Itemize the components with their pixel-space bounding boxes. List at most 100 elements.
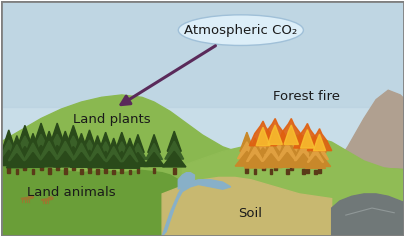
Polygon shape <box>15 136 34 155</box>
Polygon shape <box>260 154 282 168</box>
Polygon shape <box>249 121 277 146</box>
Bar <box>64 169 67 174</box>
Polygon shape <box>21 197 30 200</box>
Polygon shape <box>28 145 53 163</box>
Polygon shape <box>9 145 25 161</box>
Polygon shape <box>130 143 146 160</box>
Bar <box>173 169 176 174</box>
Bar <box>245 168 248 173</box>
Polygon shape <box>309 140 322 156</box>
Polygon shape <box>128 152 148 166</box>
Polygon shape <box>305 156 326 169</box>
Polygon shape <box>262 145 280 161</box>
Polygon shape <box>297 136 310 154</box>
Polygon shape <box>307 148 324 162</box>
Polygon shape <box>307 129 332 151</box>
Polygon shape <box>115 132 128 151</box>
Polygon shape <box>99 132 112 151</box>
Polygon shape <box>120 155 140 168</box>
Polygon shape <box>262 146 288 163</box>
Polygon shape <box>64 136 83 155</box>
Bar <box>15 169 18 174</box>
Polygon shape <box>87 154 108 168</box>
Ellipse shape <box>178 15 303 46</box>
Polygon shape <box>42 131 56 151</box>
Polygon shape <box>31 134 51 154</box>
Polygon shape <box>18 125 32 146</box>
Bar <box>120 168 123 173</box>
Polygon shape <box>47 134 67 154</box>
Text: Land animals: Land animals <box>27 186 116 199</box>
Polygon shape <box>72 143 90 160</box>
Polygon shape <box>162 180 231 236</box>
Polygon shape <box>253 138 273 155</box>
Bar <box>96 169 99 174</box>
Bar <box>290 165 293 170</box>
Bar <box>113 170 115 174</box>
Bar <box>306 167 309 173</box>
Polygon shape <box>108 138 120 155</box>
Polygon shape <box>309 152 330 166</box>
Polygon shape <box>292 154 315 168</box>
Text: Land plants: Land plants <box>73 113 151 126</box>
Polygon shape <box>75 133 88 152</box>
Polygon shape <box>148 134 160 152</box>
Polygon shape <box>40 141 58 159</box>
Polygon shape <box>178 173 194 189</box>
Polygon shape <box>24 143 42 160</box>
Polygon shape <box>162 151 186 167</box>
Bar <box>262 165 264 170</box>
Polygon shape <box>235 151 259 166</box>
Bar <box>129 170 131 174</box>
Polygon shape <box>281 136 302 155</box>
Polygon shape <box>104 155 124 168</box>
Polygon shape <box>256 128 271 148</box>
Polygon shape <box>264 136 278 154</box>
Polygon shape <box>132 134 144 152</box>
Bar <box>72 165 75 170</box>
Polygon shape <box>66 125 81 146</box>
Polygon shape <box>124 138 136 155</box>
Polygon shape <box>45 145 70 163</box>
Polygon shape <box>278 143 296 160</box>
Polygon shape <box>91 136 104 154</box>
Polygon shape <box>251 148 275 163</box>
Bar <box>80 169 83 174</box>
Polygon shape <box>144 152 164 166</box>
Bar <box>56 164 59 170</box>
Polygon shape <box>240 132 254 151</box>
Polygon shape <box>295 150 320 166</box>
Polygon shape <box>0 140 18 158</box>
Polygon shape <box>256 127 270 146</box>
Polygon shape <box>0 166 178 236</box>
Text: Atmospheric CO₂: Atmospheric CO₂ <box>184 24 297 37</box>
Polygon shape <box>311 143 328 160</box>
Polygon shape <box>301 130 314 148</box>
Bar <box>23 165 26 170</box>
Polygon shape <box>6 154 27 168</box>
Polygon shape <box>294 123 321 148</box>
Text: Forest fire: Forest fire <box>273 90 340 103</box>
Polygon shape <box>53 151 77 167</box>
Polygon shape <box>0 150 20 166</box>
Polygon shape <box>13 146 37 163</box>
Polygon shape <box>294 145 312 161</box>
Bar <box>153 168 156 173</box>
Polygon shape <box>41 199 49 201</box>
Bar <box>88 167 91 173</box>
Polygon shape <box>332 194 405 236</box>
Polygon shape <box>162 178 332 236</box>
Text: Soil: Soil <box>238 207 262 220</box>
Polygon shape <box>165 141 183 159</box>
Polygon shape <box>278 146 305 163</box>
Bar <box>302 169 305 174</box>
Polygon shape <box>267 125 283 146</box>
Polygon shape <box>97 142 115 159</box>
Bar <box>40 164 43 170</box>
Bar <box>286 169 289 174</box>
Polygon shape <box>261 118 290 144</box>
Polygon shape <box>78 150 101 166</box>
Bar <box>48 169 51 174</box>
Bar <box>104 168 107 173</box>
Polygon shape <box>313 134 326 152</box>
